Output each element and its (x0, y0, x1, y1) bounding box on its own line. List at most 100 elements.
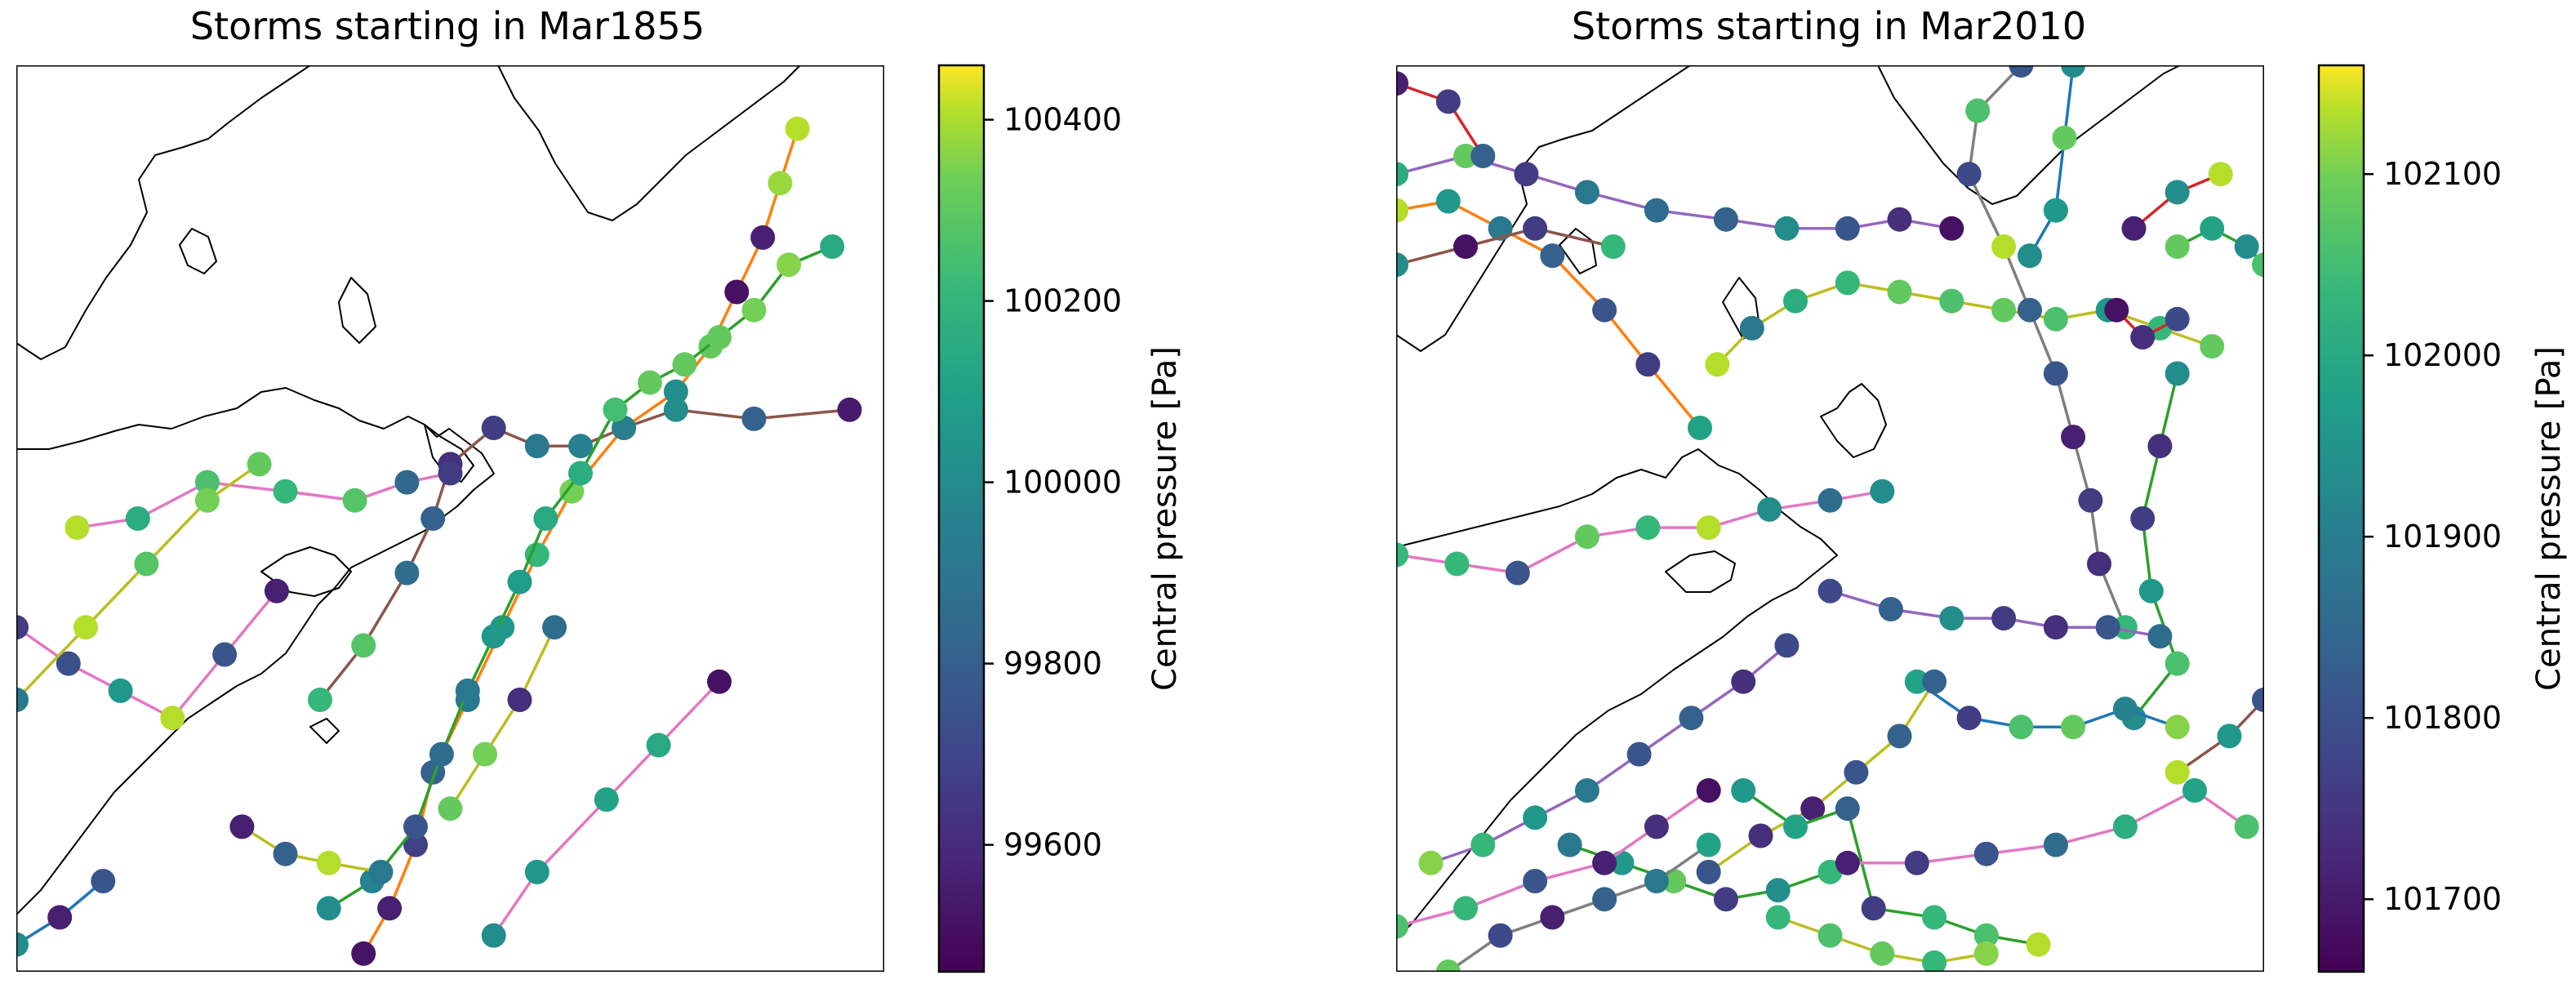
storm-point (1835, 270, 1860, 296)
storm-point (308, 688, 332, 712)
storm-point (1965, 98, 1991, 123)
map-area (1396, 65, 2264, 972)
storm-point (741, 406, 767, 431)
storm-point (2061, 65, 2086, 78)
storm-point (1574, 180, 1599, 205)
storm-track (481, 669, 732, 948)
storm-point (1396, 71, 1408, 96)
storm-point (1939, 606, 1964, 631)
storm-point (2164, 180, 2190, 205)
storm-point (1574, 524, 1599, 550)
storm-tracks (1396, 65, 2264, 972)
colorbar-tick-label: 100200 (1003, 283, 1122, 319)
storm-point (2208, 162, 2233, 187)
storm-track (16, 869, 116, 957)
colorbar-ticks: 99600 99800 100000 100200 100400 (984, 102, 1122, 863)
storm-point (2234, 234, 2259, 259)
storm-point (1783, 288, 1808, 314)
storm-point (2164, 651, 2190, 676)
storm-point (420, 759, 446, 785)
storm-track-line (1396, 154, 1952, 230)
storm-point (1713, 887, 1738, 912)
storm-point (672, 352, 697, 377)
storm-point (2130, 325, 2156, 350)
storm-point (2147, 434, 2173, 459)
storm-track (65, 461, 463, 541)
storm-point (594, 787, 619, 813)
storm-point (316, 896, 341, 921)
storm-track-line (318, 408, 850, 701)
storm-point (351, 941, 376, 966)
storm-point (473, 741, 497, 767)
storm-track-line (2176, 226, 2264, 266)
storm-point (603, 397, 628, 422)
storm-point (1956, 162, 1982, 187)
storm-track (2104, 297, 2190, 350)
storm-track (2018, 65, 2086, 269)
storm-point (1748, 823, 1773, 848)
storm-point (1973, 841, 1999, 866)
storm-point (2182, 778, 2207, 803)
map-panel-mar2010: Storms starting in Mar2010 1017001018001… (1396, 4, 2568, 973)
storm-point (1396, 198, 1408, 223)
storm-point (1817, 578, 1843, 603)
storm-point (2234, 814, 2259, 839)
storm-point (2112, 615, 2138, 640)
storm-point (2043, 306, 2068, 332)
storm-point (2112, 814, 2138, 839)
storm-point (1991, 234, 2017, 259)
storm-point (1470, 832, 1496, 857)
storm-point (1956, 706, 1982, 731)
storm-point (1973, 923, 1999, 948)
storm-track (1765, 905, 1999, 972)
storm-point (1592, 297, 1617, 323)
storm-point (1444, 551, 1470, 577)
storm-point (1696, 515, 1721, 541)
storm-point (2018, 243, 2042, 269)
coastline (1396, 65, 2181, 940)
storm-point (1505, 560, 1530, 586)
storm-track (1435, 832, 1721, 972)
storm-point (1817, 488, 1843, 513)
storm-point (212, 642, 238, 667)
storm-point (741, 297, 767, 323)
storm-track-line (449, 626, 556, 810)
storm-point (663, 397, 688, 422)
storm-point (16, 615, 29, 640)
storm-point (2164, 234, 2190, 259)
storm-point (2164, 361, 2190, 386)
storm-point (1644, 198, 1669, 223)
storm-track (438, 615, 567, 821)
storm-point (2095, 615, 2120, 640)
storm-point (1878, 597, 1903, 621)
storm-track (1396, 216, 1626, 278)
storm-point (2130, 506, 2156, 531)
storm-point (194, 488, 220, 513)
storm-track-line (1967, 65, 2127, 628)
colorbar-tick-label: 99800 (1003, 646, 1102, 682)
colorbar-gradient (2317, 64, 2365, 973)
storm-point (394, 560, 420, 586)
storm-track (316, 234, 845, 921)
storm-point (1435, 189, 1461, 214)
storm-point (229, 814, 255, 839)
storm-point (2009, 715, 2034, 740)
colorbar-tick-label: 102000 (2383, 337, 2502, 373)
storm-point (1592, 887, 1617, 912)
storm-point (351, 633, 376, 658)
storm-point (2121, 216, 2147, 241)
storm-track (229, 814, 394, 884)
storm-track (1696, 669, 1947, 884)
storm-track (1396, 189, 1712, 440)
storm-point (1835, 216, 1860, 241)
storm-point (524, 434, 549, 459)
storm-track (1817, 578, 2173, 649)
storm-point (368, 859, 394, 884)
storm-point (264, 578, 289, 603)
storm-point (2009, 65, 2034, 78)
map-area (16, 65, 884, 972)
storm-point (750, 225, 776, 250)
storm-point (1435, 960, 1461, 972)
storm-track (1731, 778, 2051, 957)
storm-point (1835, 796, 1860, 821)
